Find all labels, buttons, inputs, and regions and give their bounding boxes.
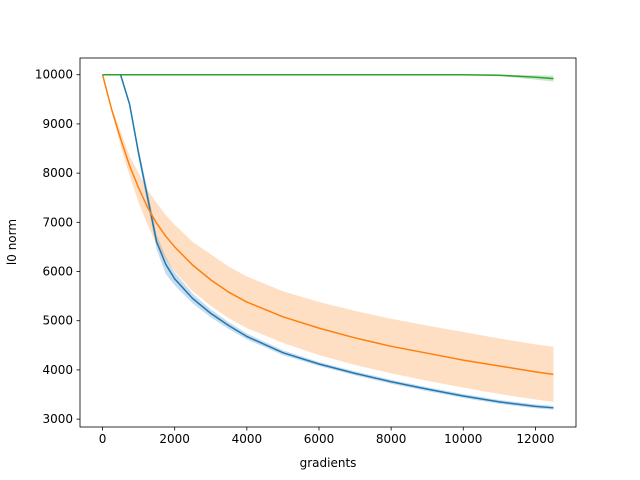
x-tick-label: 8000 [376,432,407,446]
y-tick-label: 7000 [42,215,73,229]
line [101,74,554,376]
y-tick-label: 4000 [42,363,73,377]
y-tick-label: 9000 [42,117,73,131]
y-tick-label: 8000 [42,166,73,180]
plot-frame [79,57,577,428]
x-axis-label: gradients [300,456,357,470]
x-tick-label: 10000 [444,432,482,446]
y-tick-label: 6000 [42,265,73,279]
x-tick-label: 2000 [159,432,190,446]
line [102,73,554,80]
y-tick-label: 5000 [42,314,73,328]
y-axis-label: l0 norm [5,219,19,265]
y-tick-label: 10000 [35,68,73,82]
x-tick-label: 4000 [232,432,263,446]
line [102,73,554,409]
x-tick-label: 12000 [516,432,554,446]
x-tick-label: 0 [99,432,107,446]
y-tick-label: 3000 [42,412,73,426]
confidence-band [102,74,554,402]
x-tick-label: 6000 [304,432,335,446]
